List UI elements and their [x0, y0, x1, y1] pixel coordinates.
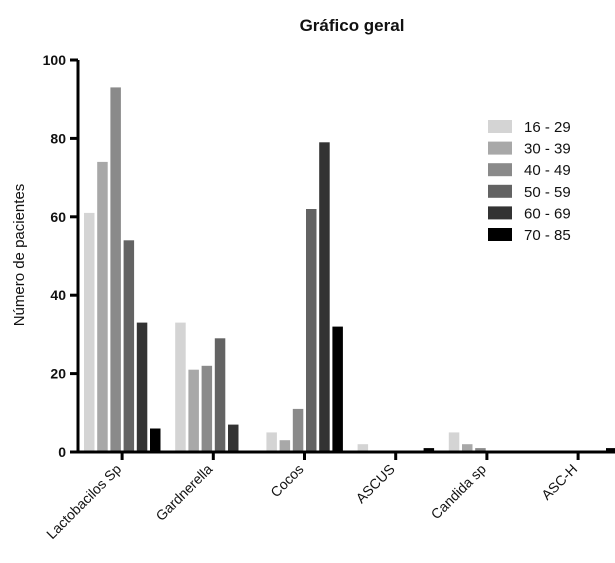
bar-gardnerella-30-39	[188, 369, 199, 452]
legend-entry: 30 - 39	[524, 141, 571, 158]
x-tick-label: Cocos	[267, 461, 306, 500]
bar-candida-sp-40-49	[475, 448, 486, 452]
bar-cocos-16-29	[266, 432, 277, 452]
legend-swatch	[488, 206, 512, 220]
legend-swatch	[488, 184, 512, 198]
legend-swatch	[488, 163, 512, 177]
bar-ascus-70-85	[423, 448, 435, 452]
bar-gardnerella-60-69	[228, 424, 239, 452]
bar-candida-sp-16-29	[448, 432, 460, 452]
legend-entry: 40 - 49	[524, 162, 571, 179]
bar-cocos-40-49	[292, 408, 304, 452]
chart-title: Gráfico geral	[300, 16, 405, 35]
y-tick-label: 60	[50, 209, 66, 225]
legend-swatch	[488, 120, 512, 133]
y-tick-label: 0	[58, 444, 66, 460]
bar-lactobacilos-sp-16-29	[84, 212, 95, 452]
bar-asc-h-70-85	[606, 448, 615, 452]
bar-candida-sp-30-39	[462, 444, 473, 452]
bar-cocos-70-85	[332, 326, 343, 452]
x-tick-label: ASC-H	[538, 461, 580, 503]
legend-entry: 60 - 69	[524, 205, 571, 222]
bar-cocos-60-69	[319, 142, 330, 453]
bar-lactobacilos-sp-70-85	[150, 428, 161, 452]
bar-gardnerella-40-49	[201, 365, 213, 452]
y-tick-label: 40	[50, 287, 66, 303]
legend-entry: 50 - 59	[524, 184, 571, 201]
bar-gardnerella-16-29	[175, 322, 186, 452]
legend-entry: 70 - 85	[524, 227, 571, 244]
x-tick-label: ASCUS	[352, 461, 397, 506]
y-tick-label: 80	[50, 130, 66, 146]
legend-swatch	[488, 228, 512, 241]
legend: 16 - 29 30 - 39 40 - 49 50 - 59 60 - 69 70 - …	[488, 119, 571, 244]
legend-swatch	[488, 141, 512, 155]
bar-lactobacilos-sp-40-49	[110, 87, 121, 453]
bar-lactobacilos-sp-30-39	[97, 161, 108, 452]
bar-gardnerella-50-59	[214, 338, 226, 452]
bar-lactobacilos-sp-50-59	[123, 240, 135, 452]
y-tick-label: 20	[50, 366, 66, 382]
bar-cocos-50-59	[306, 209, 317, 452]
bar-ascus-16-29	[357, 444, 369, 452]
y-tick-label: 100	[43, 52, 67, 68]
x-tick-label: Candida sp	[428, 461, 490, 523]
y-axis-label: Número de pacientes	[11, 184, 28, 327]
legend-entry: 16 - 29	[524, 119, 571, 136]
bar-lactobacilos-sp-60-69	[136, 322, 148, 452]
bar-cocos-30-39	[279, 440, 291, 452]
x-tick-label: Gardnerella	[152, 461, 215, 524]
x-tick-label: Lactobacilos Sp	[43, 461, 124, 542]
